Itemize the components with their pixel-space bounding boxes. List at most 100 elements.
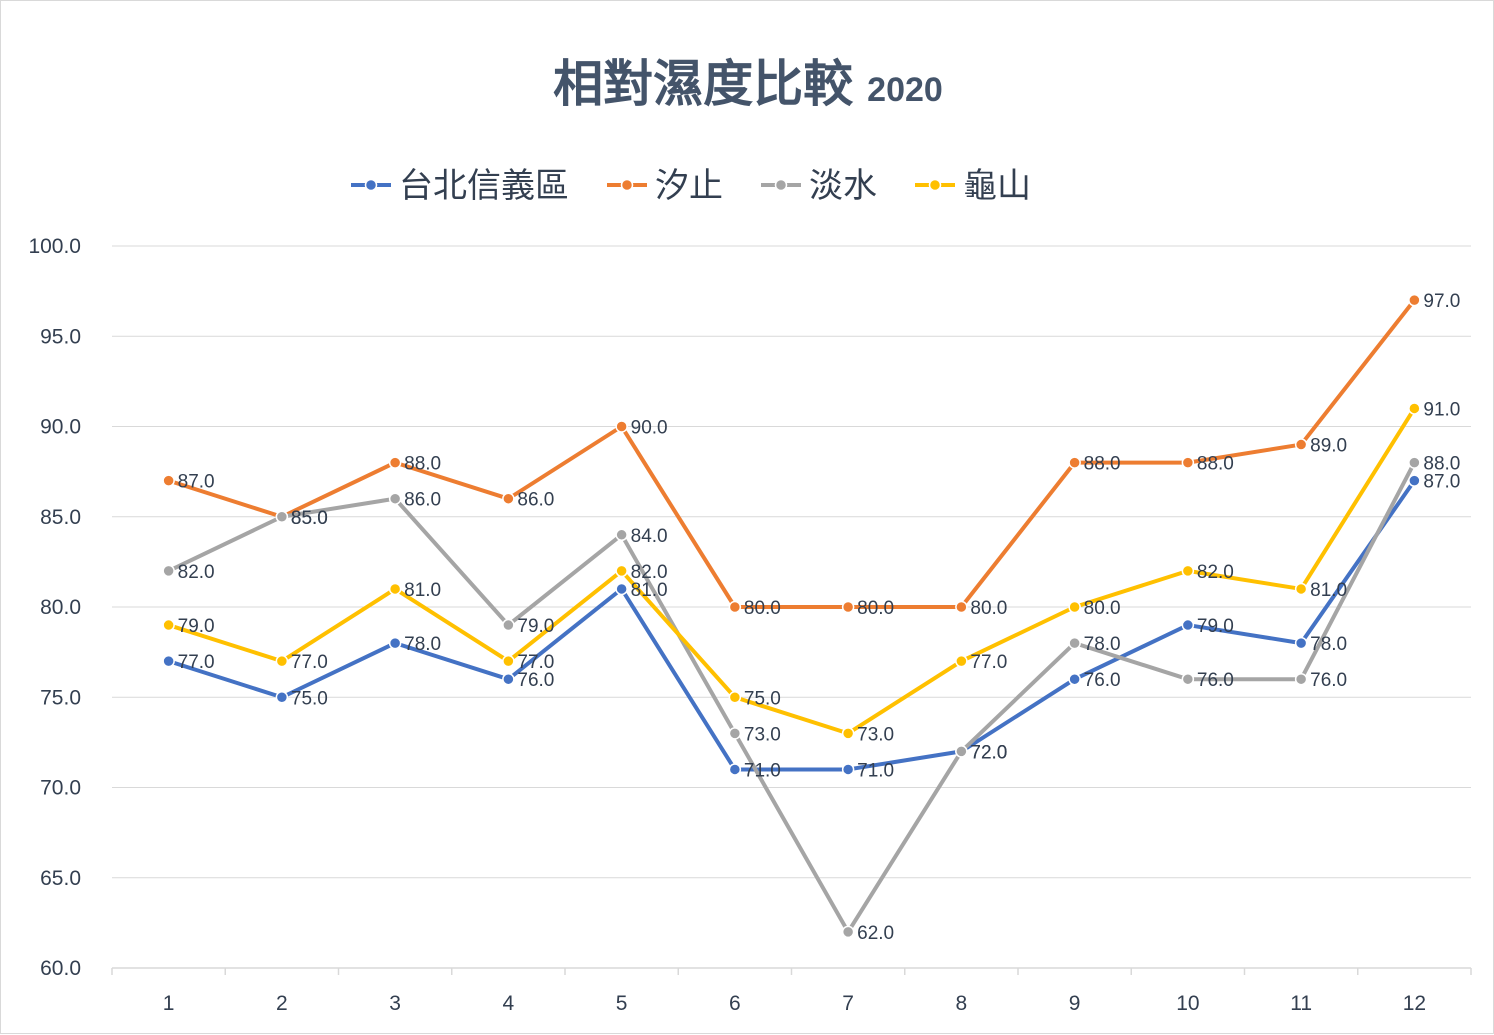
data-label: 71.0 — [857, 760, 894, 781]
x-axis-tick-labels: 1 2 3 4 5 6 7 8 9 10 11 12 — [163, 992, 1426, 1015]
legend-marker — [620, 178, 634, 192]
data-label: 75.0 — [291, 688, 328, 709]
gridlines — [112, 245, 1471, 879]
legend-label: 淡水 — [809, 166, 877, 206]
data-point — [1181, 456, 1195, 469]
data-label: 97.0 — [1423, 291, 1460, 312]
data-label: 76.0 — [1084, 670, 1121, 691]
data-label: 78.0 — [404, 634, 441, 655]
y-axis-tick-labels: 60.0 65.0 70.0 75.0 80.0 85.0 90.0 95.0 100.0 — [28, 235, 81, 980]
data-label: 90.0 — [631, 418, 668, 439]
data-point — [1181, 672, 1195, 686]
data-label: 86.0 — [404, 490, 441, 511]
data-label: 80.0 — [970, 598, 1007, 619]
data-point — [388, 582, 402, 596]
legend-label: 龜山 — [963, 166, 1031, 206]
data-label: 73.0 — [857, 724, 894, 745]
data-label: 76.0 — [517, 670, 554, 691]
y-tick-label: 90.0 — [40, 416, 81, 439]
data-point — [162, 474, 175, 487]
data-point — [162, 564, 175, 578]
data-point — [275, 691, 289, 704]
legend-marker — [364, 178, 378, 192]
data-point — [1408, 293, 1421, 307]
data-label: 87.0 — [1423, 472, 1460, 493]
data-label: 77.0 — [178, 652, 215, 673]
y-tick-label: 70.0 — [40, 777, 81, 800]
legend-label: 台北信義區 — [399, 166, 569, 206]
data-label: 82.0 — [178, 562, 215, 583]
data-label: 77.0 — [517, 652, 554, 673]
data-point — [162, 618, 175, 632]
series-line — [166, 478, 1417, 772]
data-point — [1181, 618, 1195, 632]
chart-title-year: 2020 — [867, 71, 943, 109]
data-point — [841, 763, 855, 776]
data-label: 80.0 — [744, 598, 781, 619]
data-point — [615, 528, 628, 542]
data-point — [615, 582, 628, 596]
data-point — [388, 636, 402, 650]
data-point — [388, 492, 402, 505]
data-label: 81.0 — [1310, 580, 1347, 601]
data-label: 82.0 — [631, 562, 668, 583]
data-point — [1294, 582, 1308, 596]
data-label: 76.0 — [1197, 670, 1234, 691]
data-point — [955, 745, 968, 758]
data-point — [1408, 456, 1421, 469]
data-point — [841, 925, 855, 939]
data-label: 88.0 — [1084, 454, 1121, 475]
data-label: 79.0 — [517, 616, 554, 637]
data-label: 87.0 — [178, 472, 215, 493]
legend: 台北信義區 汐止 淡水 龜山 — [351, 166, 1031, 206]
data-point — [615, 420, 628, 433]
data-point — [615, 564, 628, 578]
x-tick-label: 7 — [842, 992, 854, 1015]
series-line — [166, 460, 1417, 934]
data-label: 88.0 — [404, 454, 441, 475]
data-point — [1068, 600, 1081, 614]
y-tick-label: 85.0 — [40, 506, 81, 529]
data-point — [841, 727, 855, 740]
data-label: 78.0 — [1084, 634, 1121, 655]
x-tick-label: 10 — [1176, 992, 1199, 1015]
data-point — [728, 600, 742, 614]
data-label: 73.0 — [744, 724, 781, 745]
data-label: 88.0 — [1423, 454, 1460, 475]
x-tick-label: 4 — [503, 992, 515, 1015]
series-markers — [162, 293, 1421, 939]
chart-title: 相對濕度比較 2020 — [553, 54, 943, 113]
x-tick-label: 11 — [1290, 992, 1312, 1015]
data-point — [1294, 438, 1308, 451]
data-label: 62.0 — [857, 923, 894, 944]
data-label: 80.0 — [1084, 598, 1121, 619]
data-point — [1068, 672, 1081, 686]
data-point — [275, 510, 289, 523]
data-label: 75.0 — [744, 688, 781, 709]
data-label: 82.0 — [1197, 562, 1234, 583]
data-label: 81.0 — [631, 580, 668, 601]
data-point — [502, 654, 515, 668]
y-tick-label: 60.0 — [40, 957, 81, 980]
y-tick-label: 100.0 — [28, 235, 81, 258]
data-label: 81.0 — [404, 580, 441, 601]
data-label: 77.0 — [291, 652, 328, 673]
data-label: 78.0 — [1310, 634, 1347, 655]
data-point — [1294, 672, 1308, 686]
data-label: 89.0 — [1310, 436, 1347, 457]
x-tick-label: 8 — [956, 992, 968, 1015]
data-point — [1181, 564, 1195, 578]
data-point — [1068, 636, 1081, 650]
y-tick-label: 65.0 — [40, 867, 81, 890]
data-label: 71.0 — [744, 760, 781, 781]
data-label: 85.0 — [291, 508, 328, 529]
series-lines — [166, 298, 1417, 934]
data-point — [955, 600, 968, 614]
data-point — [955, 654, 968, 668]
data-point — [162, 654, 175, 668]
series-line — [166, 406, 1417, 736]
data-label: 72.0 — [970, 742, 1007, 763]
x-tick-label: 9 — [1069, 992, 1081, 1015]
data-label: 77.0 — [970, 652, 1007, 673]
